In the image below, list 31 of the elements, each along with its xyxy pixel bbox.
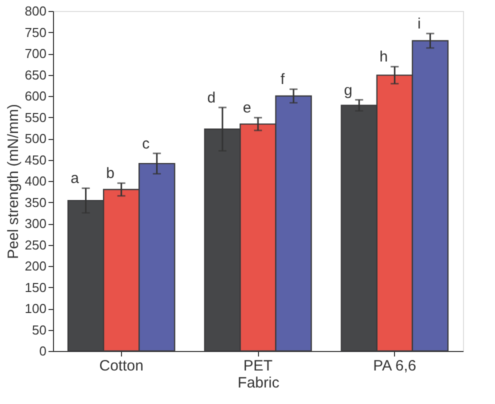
annotation: h (379, 48, 388, 66)
y-tick-label: 650 (24, 67, 46, 82)
annotation: f (280, 71, 286, 88)
y-tick-label: 350 (24, 194, 46, 210)
y-tick-label: 550 (24, 110, 46, 125)
y-tick-label: 200 (24, 258, 46, 274)
y-tick-label: 300 (24, 216, 46, 231)
annotation: e (242, 100, 252, 117)
y-tick-label: 700 (24, 46, 46, 61)
x-tick-label: Cotton (99, 358, 144, 374)
x-tick-label: PA 6,6 (373, 358, 416, 374)
y-tick-label: 450 (24, 152, 46, 168)
annotation: g (344, 82, 352, 99)
y-tick-label: 250 (24, 237, 46, 252)
y-tick-label: 800 (24, 4, 46, 18)
x-tick-label: PET (243, 358, 273, 374)
y-tick-label: 150 (24, 280, 46, 295)
y-tick-label: 500 (24, 131, 46, 146)
y-tick-label: 0 (39, 344, 46, 358)
y-tick-label: 400 (24, 174, 46, 188)
annotation: d (207, 89, 216, 106)
annotation: b (106, 165, 115, 182)
x-axis-title: Fabric (238, 374, 280, 392)
annotation: c (142, 135, 150, 152)
annotation: a (70, 170, 80, 188)
y-tick-label: 750 (24, 24, 46, 40)
y-tick-label: 50 (32, 322, 46, 338)
y-tick-label: 600 (24, 88, 46, 104)
annotation: i (418, 16, 421, 33)
y-axis-title: Peel strength (mN/mm) (4, 104, 22, 260)
y-tick-label: 100 (24, 301, 46, 316)
